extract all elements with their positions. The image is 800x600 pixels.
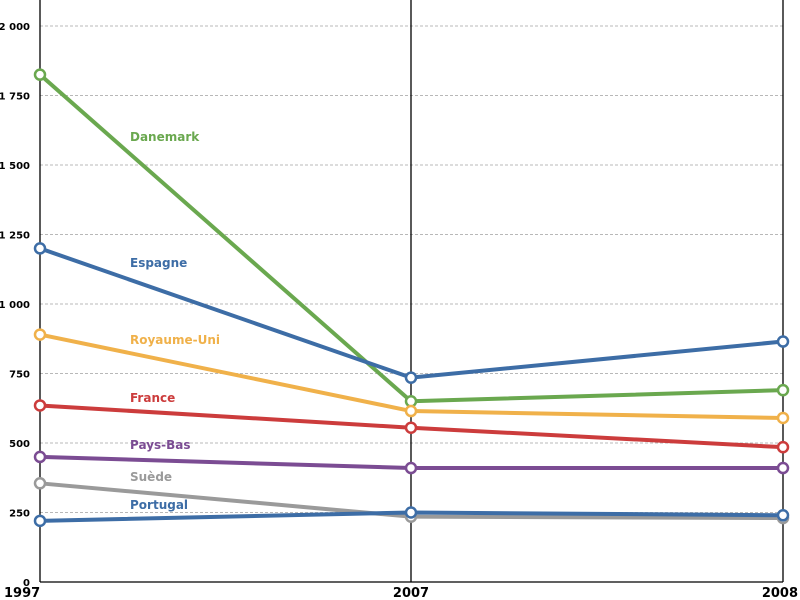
y-tick-label: 1 250 bbox=[0, 231, 30, 242]
y-tick-label: 0 bbox=[23, 578, 30, 589]
y-tick-label: 1 750 bbox=[0, 92, 30, 103]
data-point bbox=[33, 399, 47, 412]
data-point bbox=[404, 421, 418, 434]
data-points bbox=[33, 68, 790, 528]
y-tick-label: 1 500 bbox=[0, 161, 30, 172]
series-label: Pays-Bas bbox=[130, 438, 191, 452]
x-tick-label: 2007 bbox=[393, 586, 429, 600]
data-point bbox=[776, 440, 790, 454]
y-tick-label: 750 bbox=[9, 370, 30, 381]
data-point bbox=[33, 450, 47, 464]
series-label: France bbox=[130, 391, 175, 405]
data-point bbox=[404, 506, 418, 519]
tick-labels: 0 250 500 750 1 000 1 250 1 500 1 750 2 000 1997 2… bbox=[0, 22, 798, 600]
series-label: Danemark bbox=[130, 130, 200, 144]
data-point bbox=[404, 371, 418, 384]
x-tick-label: 1997 bbox=[4, 586, 40, 600]
series-labels: Danemark Espagne Royaume-Uni France Pays-Bas… bbox=[130, 130, 220, 512]
data-point bbox=[33, 328, 47, 341]
y-tick-label: 2 000 bbox=[0, 22, 30, 33]
y-tick-label: 1 000 bbox=[0, 300, 30, 311]
series-label: Royaume-Uni bbox=[130, 333, 220, 347]
data-point bbox=[33, 68, 47, 81]
y-tick-label: 250 bbox=[9, 509, 30, 520]
data-point bbox=[776, 411, 790, 425]
data-point bbox=[404, 461, 418, 475]
data-point bbox=[776, 335, 790, 348]
data-point bbox=[776, 509, 790, 522]
data-point bbox=[776, 383, 790, 397]
data-point bbox=[776, 461, 790, 475]
data-point bbox=[33, 477, 47, 490]
series-label: Espagne bbox=[130, 256, 187, 270]
data-point bbox=[33, 242, 47, 255]
x-tick-label: 2008 bbox=[762, 586, 798, 600]
series-label: Suède bbox=[130, 470, 172, 484]
data-point bbox=[404, 404, 418, 418]
y-tick-label: 500 bbox=[9, 439, 30, 450]
series-label: Portugal bbox=[130, 498, 188, 512]
data-point bbox=[33, 514, 47, 528]
axes bbox=[39, 0, 784, 583]
